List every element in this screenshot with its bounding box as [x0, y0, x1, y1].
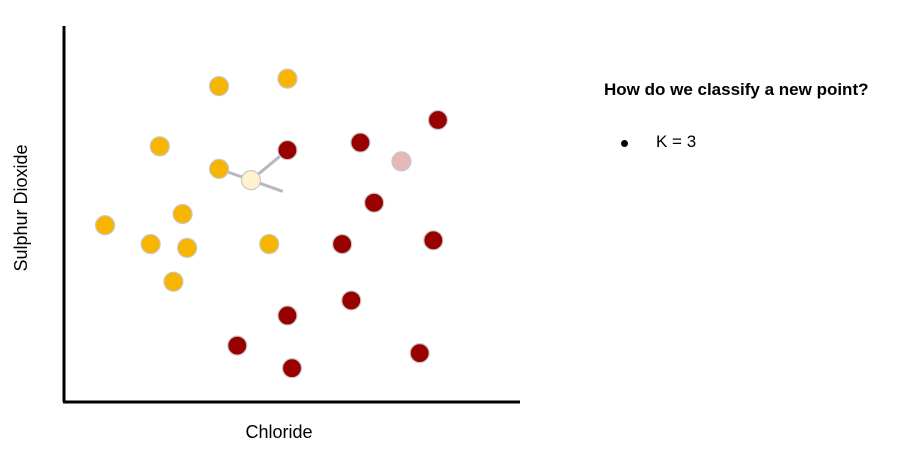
- data-point-series-2: [277, 139, 298, 161]
- data-point-series-1: [277, 68, 298, 89]
- y-axis-label: Sulphur Dioxide: [11, 144, 31, 271]
- data-point-series-2: [227, 335, 248, 356]
- data-point-series-1: [172, 203, 193, 225]
- data-point-series-1: [208, 158, 230, 179]
- new-point: [391, 151, 412, 172]
- data-point-series-2: [350, 132, 371, 153]
- new-point: [240, 170, 262, 191]
- knn-scatter-plot: Chloride Sulphur Dioxide: [11, 26, 520, 442]
- panel-title: How do we classify a new point?: [604, 80, 869, 99]
- data-point-series-1: [163, 271, 184, 292]
- data-point-series-1: [208, 76, 230, 97]
- bullet-list: K = 3: [604, 132, 919, 156]
- data-point-series-1: [149, 136, 170, 157]
- x-axis-label: Chloride: [245, 422, 312, 442]
- data-point-series-2: [427, 109, 449, 131]
- bullet-text: K = 3: [656, 132, 697, 151]
- data-point-series-1: [94, 215, 116, 236]
- data-point-series-2: [281, 358, 303, 379]
- data-point-series-1: [140, 233, 161, 255]
- data-point-series-2: [363, 192, 385, 213]
- bullet-dot-icon: [621, 140, 628, 147]
- data-point-series-1: [259, 233, 280, 255]
- data-point-series-2: [341, 290, 362, 311]
- data-point-series-2: [277, 305, 298, 326]
- data-point-series-2: [423, 230, 444, 251]
- explanation-panel: How do we classify a new point? K = 3: [604, 80, 919, 156]
- data-point-series-2: [332, 233, 353, 255]
- data-points: [94, 68, 449, 379]
- data-point-series-2: [409, 343, 430, 364]
- data-point-series-1: [177, 237, 198, 258]
- bullet-item: K = 3: [604, 132, 919, 156]
